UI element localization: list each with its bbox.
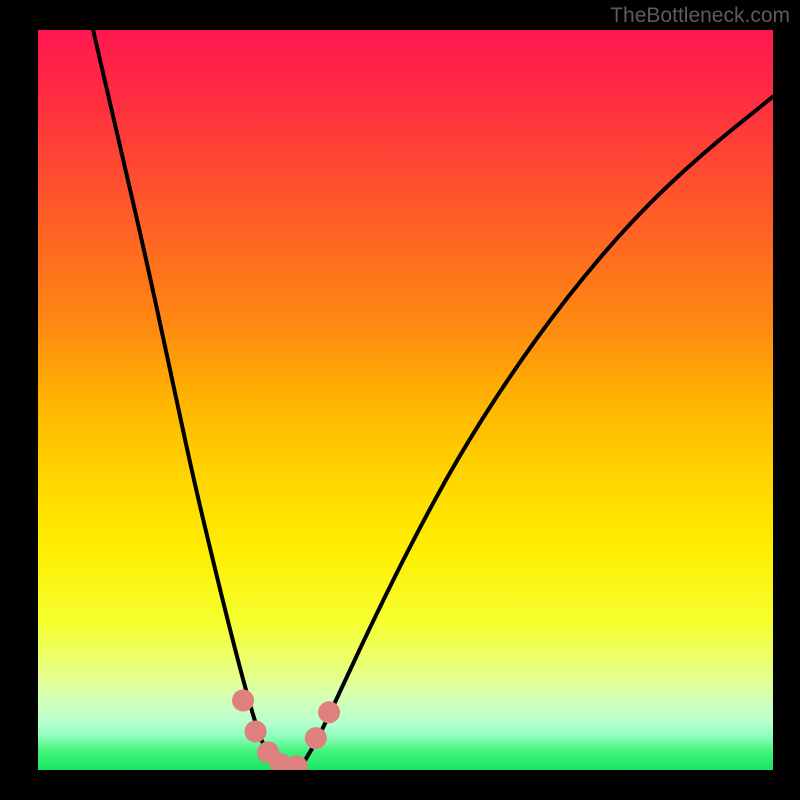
marker-point bbox=[305, 727, 327, 749]
chart-svg bbox=[38, 30, 773, 770]
marker-point bbox=[245, 721, 267, 743]
marker-point bbox=[318, 701, 340, 723]
chart-background bbox=[38, 30, 773, 770]
marker-point bbox=[232, 689, 254, 711]
watermark-text: TheBottleneck.com bbox=[610, 4, 790, 28]
chart-plot bbox=[38, 30, 773, 770]
